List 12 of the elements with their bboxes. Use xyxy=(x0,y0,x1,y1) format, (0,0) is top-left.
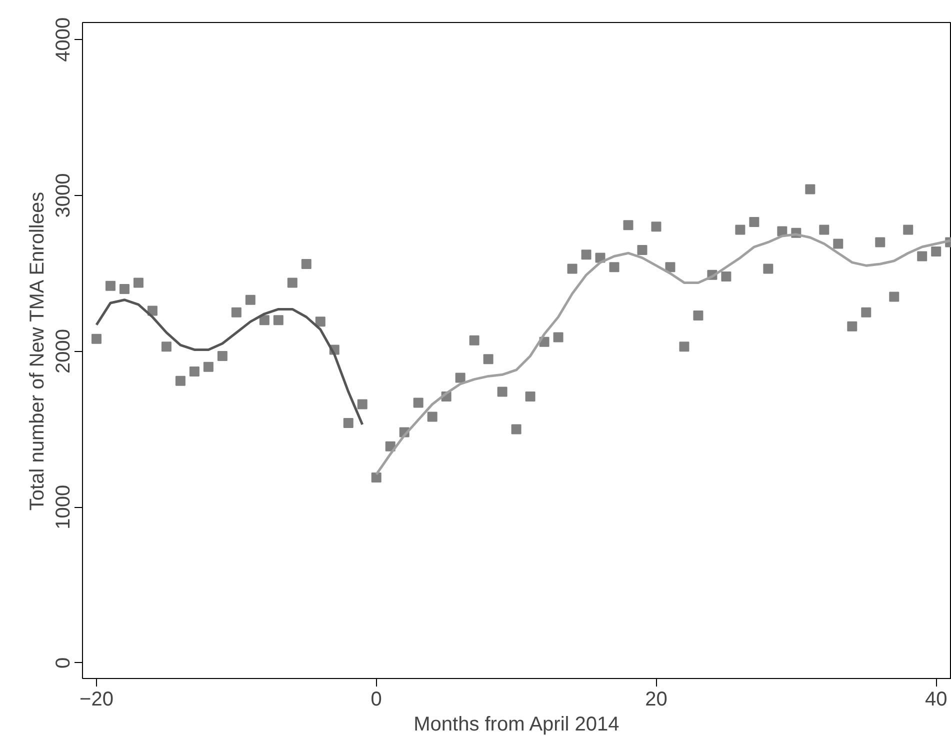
y-tick-label: 4000 xyxy=(52,17,74,62)
y-tick-label: 0 xyxy=(52,657,74,668)
line-series xyxy=(95,298,364,426)
y-tick-label: 3000 xyxy=(52,173,74,218)
y-axis-title: Total number of New TMA Enrollees xyxy=(26,192,48,511)
x-tick-label: 40 xyxy=(924,688,948,710)
x-tick-label: 20 xyxy=(645,688,668,710)
x-axis-title: Months from April 2014 xyxy=(414,714,620,736)
x-tick-label: 0 xyxy=(370,688,382,710)
x-tick-label: −20 xyxy=(80,688,114,710)
y-tick-label: 2000 xyxy=(52,329,74,374)
y-tick-label: 1000 xyxy=(52,484,74,530)
